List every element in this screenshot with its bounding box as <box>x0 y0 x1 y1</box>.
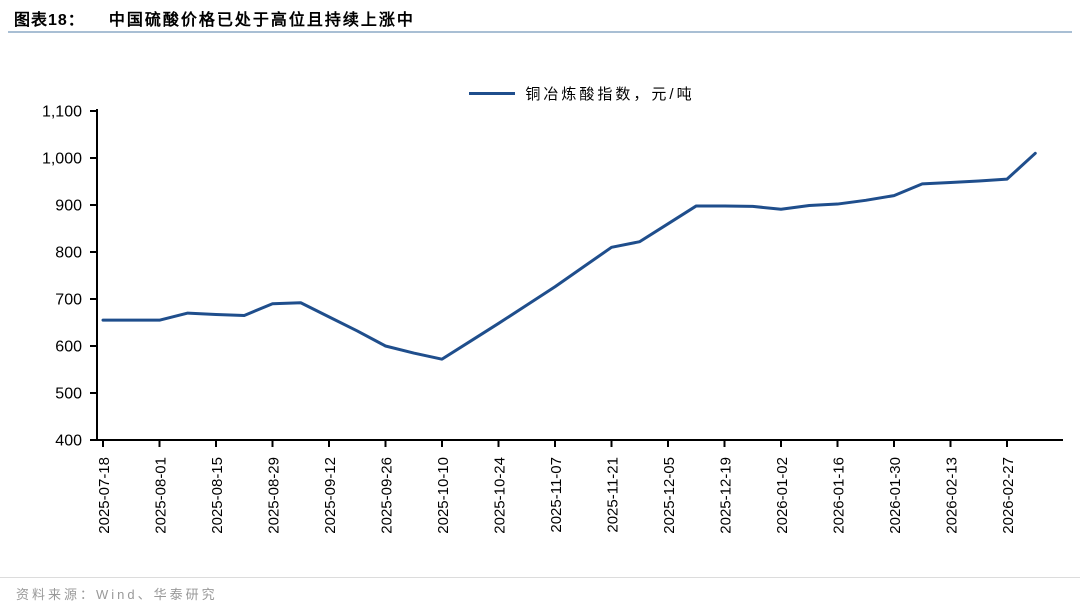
x-axis-tick-label: 2025-12-19 <box>718 457 735 534</box>
x-axis-tick-label: 2026-01-16 <box>831 457 848 534</box>
y-axis-tick-label: 900 <box>55 198 82 215</box>
figure-header: 图表18： 中国硫酸价格已处于高位且持续上涨中 <box>14 6 415 30</box>
series-line <box>101 151 1037 361</box>
y-axis-tick-label: 1,100 <box>42 104 82 121</box>
x-axis-tick-label: 2025-08-15 <box>209 457 226 534</box>
legend-line-marker <box>469 92 516 95</box>
x-axis-tick-label: 2025-10-24 <box>492 457 509 534</box>
x-axis-tick-label: 2025-09-12 <box>322 457 339 534</box>
x-axis-tick-label: 2025-10-10 <box>435 457 452 534</box>
x-axis-tick-label: 2026-02-27 <box>1000 457 1017 534</box>
x-axis-tick-label: 2025-09-26 <box>379 457 396 534</box>
y-axis-tick-label: 400 <box>55 433 82 450</box>
source-note: 资料来源：Wind、华泰研究 <box>16 587 218 602</box>
x-axis-tick-label: 2025-08-01 <box>153 457 170 534</box>
footer-divider <box>0 577 1080 578</box>
legend-series-label: 铜冶炼酸指数，元/吨 <box>525 86 695 103</box>
x-axis-tick-label: 2025-07-18 <box>96 457 113 534</box>
x-axis-tick-label: 2026-01-02 <box>774 457 791 534</box>
y-axis-tick-label: 700 <box>55 292 82 309</box>
title-underline <box>8 31 1072 33</box>
x-axis-tick-label: 2026-01-30 <box>887 457 904 534</box>
x-axis-tick-label: 2025-08-29 <box>266 457 283 534</box>
x-axis-tick-label: 2026-02-13 <box>944 457 961 534</box>
y-axis-tick-label: 1,000 <box>42 151 82 168</box>
x-axis-tick-label: 2025-12-05 <box>661 457 678 534</box>
figure-label: 图表18： <box>14 12 85 29</box>
y-axis-tick-label: 600 <box>55 339 82 356</box>
x-axis-tick-label: 2025-11-07 <box>548 457 565 533</box>
x-axis-tick-label: 2025-11-21 <box>605 457 622 533</box>
figure-title: 中国硫酸价格已处于高位且持续上涨中 <box>108 12 415 29</box>
chart-legend: 铜冶炼酸指数，元/吨 <box>42 83 1080 104</box>
y-axis-tick-label: 800 <box>55 245 82 262</box>
y-axis-tick-label: 500 <box>55 386 82 403</box>
